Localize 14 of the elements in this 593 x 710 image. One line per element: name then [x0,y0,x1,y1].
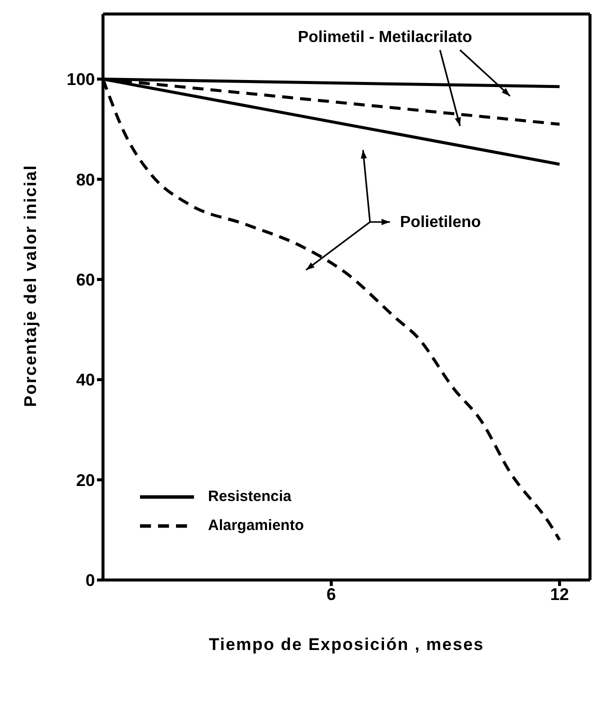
legend-label: Resistencia [208,488,292,505]
y-tick-label: 40 [76,370,95,390]
annotation: Polietileno [400,214,482,231]
y-tick-label: 100 [66,70,95,90]
y-tick-label: 0 [86,571,95,590]
x-tick-label: 12 [550,585,570,604]
x-tick-label: 6 [326,585,336,604]
y-tick-label: 20 [76,470,95,490]
x-axis-title: Tiempo de Exposición , meses [208,635,484,654]
legend-label: Alargamiento [208,517,304,534]
y-tick-label: 60 [76,270,95,290]
y-tick-label: 80 [76,170,95,190]
annotation: Polimetil - Metilacrilato [298,29,472,46]
y-axis-title: Porcentaje del valor inicial [21,164,40,407]
